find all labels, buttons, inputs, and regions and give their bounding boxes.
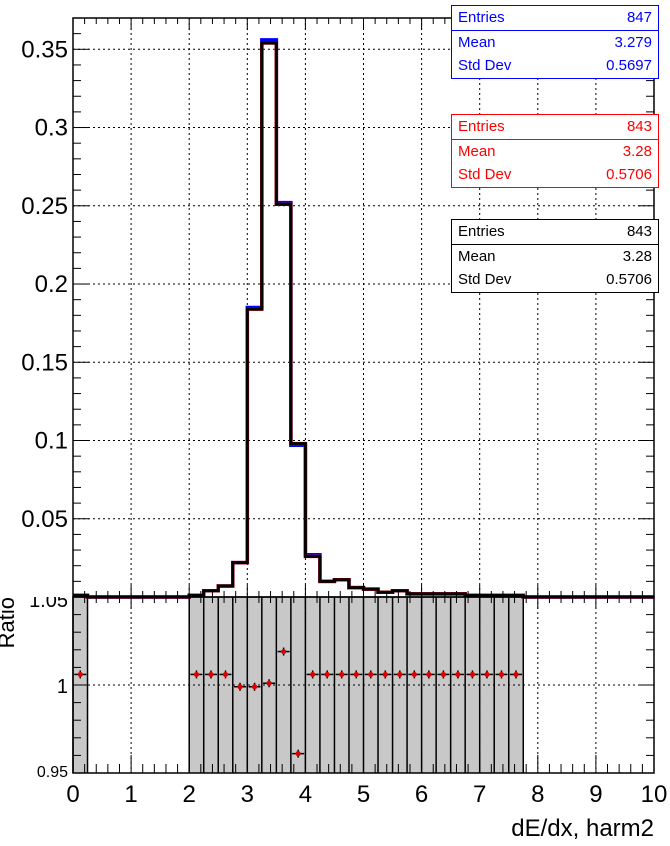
ratio-point xyxy=(495,670,508,679)
ratio-point xyxy=(480,670,493,679)
stats-row-std-dev: Std Dev 0.5706 xyxy=(452,163,658,187)
stats-value: 847 xyxy=(626,9,652,26)
x-axis-title: dE/dx, harm2 xyxy=(511,815,654,841)
upper-y-tick-label: 0.15 xyxy=(21,349,68,376)
upper-y-tick-label: 0.35 xyxy=(21,36,68,63)
x-tick-label: 9 xyxy=(589,781,602,808)
stats-value: 843 xyxy=(626,223,652,240)
stats-label: Entries xyxy=(458,118,505,135)
ratio-point xyxy=(292,749,305,758)
x-tick-label: 2 xyxy=(183,781,196,808)
stats-row-entries: Entries 847 xyxy=(452,6,658,31)
stats-value: 3.28 xyxy=(622,247,652,265)
stats-value: 0.5706 xyxy=(606,166,652,183)
stats-value: 3.28 xyxy=(622,142,652,160)
x-tick-label: 10 xyxy=(641,781,668,808)
stats-value: 0.5697 xyxy=(606,57,652,74)
lower-y-tick-label: 1.05 xyxy=(29,590,68,612)
x-tick-label: 3 xyxy=(241,781,254,808)
stats-box-2: Entries 843 Mean 3.28 Std Dev 0.5706 xyxy=(451,114,659,188)
ratio-point xyxy=(219,670,232,679)
upper-y-tick-label: 0.1 xyxy=(35,428,68,455)
stats-row-mean: Mean 3.28 xyxy=(452,140,658,164)
stats-label: Mean xyxy=(458,142,496,160)
stats-row-std-dev: Std Dev 0.5706 xyxy=(452,268,658,292)
stats-label: Entries xyxy=(458,223,505,240)
lower-y-tick-label: 0.95 xyxy=(37,764,68,781)
x-tick-label: 6 xyxy=(415,781,428,808)
ratio-point xyxy=(408,670,421,679)
stats-label: Std Dev xyxy=(458,166,512,183)
stats-row-std-dev: Std Dev 0.5697 xyxy=(452,54,658,78)
stats-label: Std Dev xyxy=(458,57,512,74)
stats-row-mean: Mean 3.279 xyxy=(452,31,658,55)
x-tick-label: 4 xyxy=(299,781,312,808)
ratio-point xyxy=(306,670,319,679)
ratio-point xyxy=(190,670,203,679)
x-tick-label: 1 xyxy=(124,781,137,808)
x-tick-label: 7 xyxy=(473,781,486,808)
ratio-point xyxy=(393,670,406,679)
stats-row-mean: Mean 3.28 xyxy=(452,245,658,269)
stats-value: 843 xyxy=(626,118,652,135)
ratio-point xyxy=(466,670,479,679)
upper-y-tick-label: 0.05 xyxy=(21,506,68,533)
x-tick-label: 5 xyxy=(357,781,370,808)
ratio-point xyxy=(510,670,523,679)
stats-value: 0.5706 xyxy=(606,271,652,288)
stats-label: Mean xyxy=(458,33,496,51)
ratio-point xyxy=(248,682,261,691)
x-tick-label: 8 xyxy=(531,781,544,808)
ratio-point xyxy=(350,670,363,679)
x-tick-label: 0 xyxy=(66,781,79,808)
stats-row-entries: Entries 843 xyxy=(452,220,658,245)
upper-y-tick-label: 0.2 xyxy=(35,271,68,298)
upper-y-tick-label: 0.3 xyxy=(35,115,68,142)
stats-label: Entries xyxy=(458,9,505,26)
ratio-point xyxy=(204,670,217,679)
stats-label: Mean xyxy=(458,247,496,265)
ratio-point xyxy=(321,670,334,679)
ratio-point xyxy=(74,670,87,679)
ratio-point xyxy=(335,670,348,679)
ratio-point xyxy=(263,679,276,688)
stats-value: 3.279 xyxy=(614,33,652,51)
stats-label: Std Dev xyxy=(458,271,512,288)
stats-box-1: Entries 847 Mean 3.279 Std Dev 0.5697 xyxy=(451,5,659,79)
ratio-point xyxy=(364,670,377,679)
ratio-point xyxy=(234,682,247,691)
ratio-point xyxy=(379,670,392,679)
stats-row-entries: Entries 843 xyxy=(452,115,658,140)
lower-y-tick-label: 1 xyxy=(57,676,68,698)
ratio-point xyxy=(277,647,290,656)
ratio-axis-title: Ratio xyxy=(0,597,19,648)
upper-y-tick-label: 0.25 xyxy=(21,193,68,220)
ratio-point xyxy=(422,670,435,679)
ratio-point xyxy=(451,670,464,679)
ratio-point xyxy=(437,670,450,679)
stats-box-3: Entries 843 Mean 3.28 Std Dev 0.5706 xyxy=(451,219,659,293)
